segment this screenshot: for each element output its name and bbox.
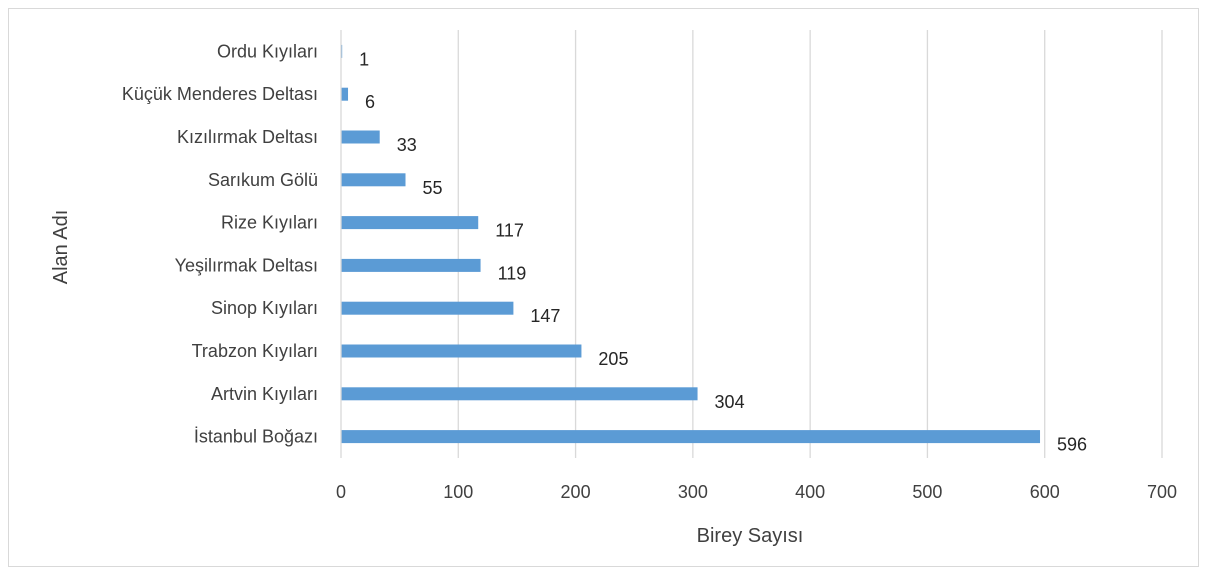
category-label: Sinop Kıyıları: [211, 298, 318, 318]
bar: [341, 173, 406, 187]
data-label: 6: [365, 92, 375, 112]
bar: [341, 258, 481, 272]
x-tick-label: 500: [912, 482, 942, 502]
data-labels: 1 6 33 55 117 119 147 205 304 596: [359, 49, 1087, 454]
data-label: 147: [530, 306, 560, 326]
data-label: 596: [1057, 435, 1087, 455]
bar: [341, 87, 349, 101]
category-label: Sarıkum Gölü: [208, 170, 318, 190]
category-label: Küçük Menderes Deltası: [122, 84, 318, 104]
x-tick-label: 0: [336, 482, 346, 502]
bar: [341, 301, 514, 315]
bar: [341, 430, 1041, 444]
bars: [341, 44, 1041, 444]
y-axis-title: Alan Adı: [50, 210, 72, 285]
bar: [341, 216, 479, 230]
category-label: İstanbul Boğazı: [194, 427, 318, 447]
category-label: Trabzon Kıyıları: [192, 341, 318, 361]
data-label: 55: [423, 178, 443, 198]
data-label: 117: [495, 221, 524, 241]
x-tick-label: 600: [1030, 482, 1060, 502]
data-label: 119: [498, 263, 527, 283]
chart-frame: [8, 8, 1199, 567]
grid-lines: [457, 30, 1163, 458]
x-tick-label: 700: [1147, 482, 1177, 502]
category-label: Yeşilırmak Deltası: [175, 255, 318, 275]
data-label: 205: [598, 349, 628, 369]
x-tick-label: 100: [443, 482, 473, 502]
category-labels: Ordu Kıyıları Küçük Menderes Deltası Kızıl…: [122, 41, 318, 446]
bar: [341, 344, 582, 358]
x-tick-label: 400: [795, 482, 825, 502]
x-tick-labels: 0 100 200 300 400 500 600 700: [336, 482, 1177, 502]
x-axis-title: Birey Sayısı: [697, 525, 804, 547]
category-label: Rize Kıyıları: [221, 213, 318, 233]
x-tick-label: 200: [561, 482, 591, 502]
category-label: Ordu Kıyıları: [217, 41, 318, 61]
bar: [341, 387, 698, 401]
bar: [341, 130, 380, 144]
data-label: 304: [715, 392, 745, 412]
data-label: 1: [359, 49, 369, 69]
data-label: 33: [397, 135, 417, 155]
x-tick-label: 300: [678, 482, 708, 502]
category-label: Artvin Kıyıları: [211, 384, 318, 404]
category-label: Kızılırmak Deltası: [177, 127, 318, 147]
